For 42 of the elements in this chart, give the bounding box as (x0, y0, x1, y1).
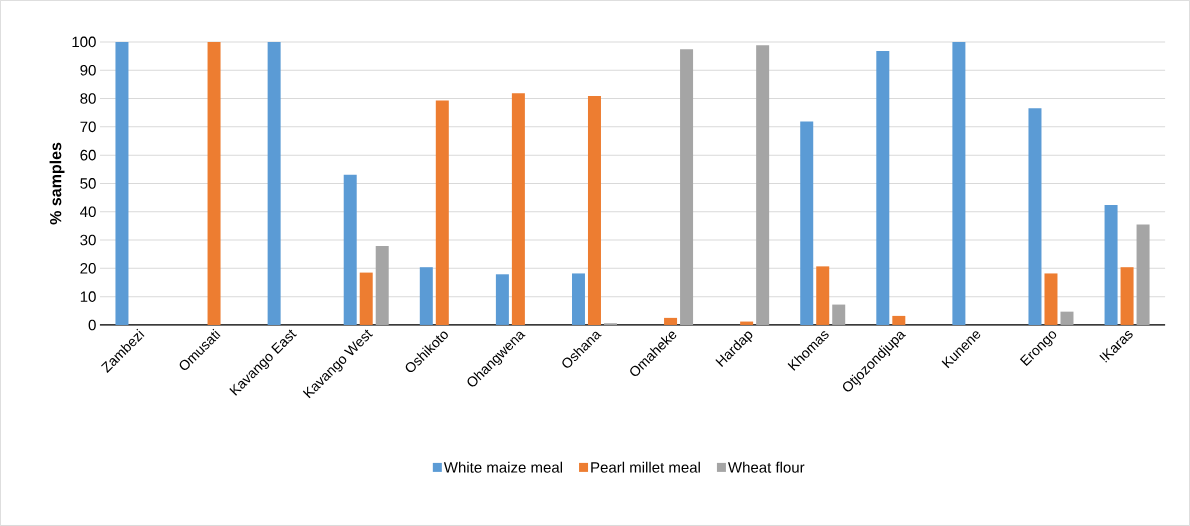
bar (832, 304, 846, 326)
y-tick-label: 20 (80, 263, 96, 274)
y-tick-label: 70 (80, 121, 96, 133)
bar (1104, 204, 1118, 326)
legend-label: Wheat flour (728, 461, 805, 473)
bar (680, 49, 694, 326)
bar (375, 246, 389, 326)
bar (571, 273, 585, 326)
bar (1028, 108, 1042, 326)
legend-label: White maize meal (443, 461, 563, 473)
bar (664, 317, 678, 326)
bar (435, 100, 449, 326)
bar (207, 41, 221, 326)
y-tick-label: 100 (72, 36, 96, 48)
bar (816, 266, 830, 326)
y-tick-label: 10 (80, 291, 96, 302)
bar (343, 174, 357, 326)
y-tick-label: 30 (80, 234, 96, 246)
bar (892, 315, 906, 326)
bar (1120, 267, 1134, 326)
y-tick-label: 60 (80, 149, 96, 161)
y-tick-label: 80 (80, 93, 96, 104)
y-tick-label: 50 (80, 178, 96, 189)
bar (876, 51, 890, 326)
bar (419, 267, 433, 326)
bar (115, 41, 129, 326)
y-tick-label: 0 (88, 319, 96, 331)
bar (1044, 273, 1058, 326)
bar (756, 45, 770, 326)
bar (1060, 311, 1074, 326)
legend-label: Pearl millet meal (591, 461, 700, 473)
bar (359, 272, 373, 326)
bar (267, 41, 281, 326)
y-tick-label: 90 (80, 64, 96, 76)
bar (800, 121, 814, 326)
y-axis-title: % samples (49, 142, 65, 225)
bar (495, 274, 509, 326)
bar (511, 93, 525, 326)
y-tick-label: 40 (80, 206, 96, 218)
bar (587, 96, 601, 326)
bar (952, 41, 966, 326)
bar (1136, 224, 1150, 326)
